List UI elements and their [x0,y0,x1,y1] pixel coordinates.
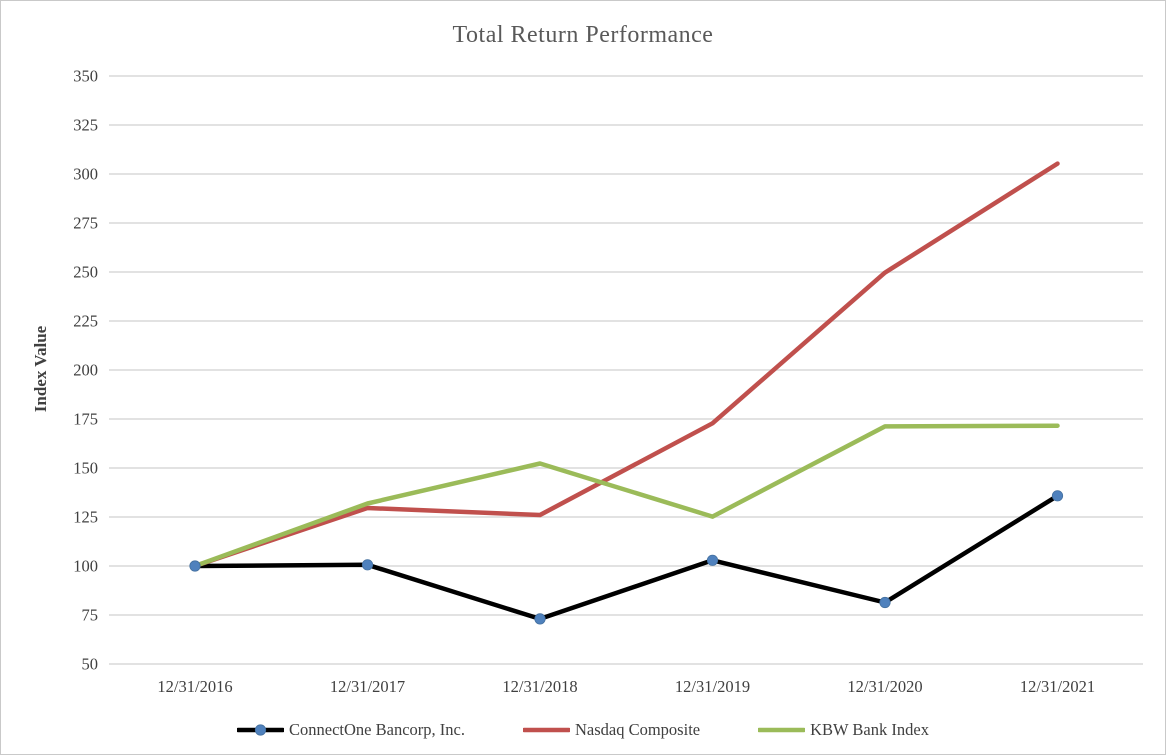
series-line-kbw-bank-index [192,423,1060,569]
y-tick-label: 250 [73,263,98,282]
y-tick-label: 275 [73,214,98,233]
x-tick-label: 12/31/2016 [157,677,232,696]
x-tick-label: 12/31/2018 [502,677,577,696]
x-tick-label: 12/31/2020 [847,677,922,696]
series-line-connectone-bancorp-inc [192,493,1060,622]
legend-label: Nasdaq Composite [574,720,701,739]
legend: ConnectOne Bancorp, Inc. Nasdaq Composite… [1,720,1165,740]
data-point-marker [879,596,891,609]
series-line-nasdaq-composite [192,161,1060,569]
y-tick-label: 325 [73,116,98,135]
y-tick-label: 125 [73,508,98,527]
x-tick-label: 12/31/2017 [330,677,405,696]
y-tick-label: 150 [73,459,98,478]
legend-item-nasdaq-composite: Nasdaq Composite [522,720,701,740]
data-point-marker [534,613,546,625]
legend-item-kbw-bank-index: KBW Bank Index [758,720,929,740]
y-tick-label: 50 [82,655,99,674]
y-tick-label: 200 [73,361,98,380]
y-tick-label: 175 [73,410,98,429]
legend-label: ConnectOne Bancorp, Inc. [289,720,465,739]
y-tick-label: 100 [73,557,98,576]
y-tick-label: 225 [73,312,98,331]
y-tick-label: 75 [82,606,99,625]
data-point-marker [361,559,374,571]
y-tick-label: 350 [73,67,98,86]
legend-swatch-kbw-bank-index-icon [758,727,806,733]
chart-title: Total Return Performance [452,22,714,48]
data-point-marker [706,554,719,566]
legend-label: KBW Bank Index [810,720,929,739]
data-point-marker [189,560,201,572]
x-tick-label: 12/31/2019 [675,677,750,696]
y-tick-label: 300 [73,165,98,184]
x-tick-label: 12/31/2021 [1020,677,1095,696]
legend-swatch-connectone-bancorp-inc-icon [237,724,285,736]
legend-swatch-nasdaq-composite-icon [522,727,570,733]
legend-item-connectone-bancorp-inc: ConnectOne Bancorp, Inc. [237,720,465,740]
data-point-marker [1051,490,1064,502]
